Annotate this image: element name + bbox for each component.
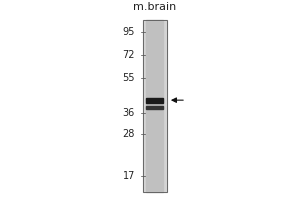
Bar <box>142 20 167 192</box>
Bar <box>142 20 167 192</box>
Text: 72: 72 <box>122 50 135 60</box>
Text: 36: 36 <box>123 108 135 118</box>
Text: 55: 55 <box>122 73 135 83</box>
Text: m.brain: m.brain <box>133 2 176 12</box>
Bar <box>146 106 164 109</box>
Text: 28: 28 <box>123 129 135 139</box>
Bar <box>146 98 164 103</box>
Bar <box>146 20 163 192</box>
Text: 17: 17 <box>123 171 135 181</box>
Text: 95: 95 <box>123 27 135 37</box>
